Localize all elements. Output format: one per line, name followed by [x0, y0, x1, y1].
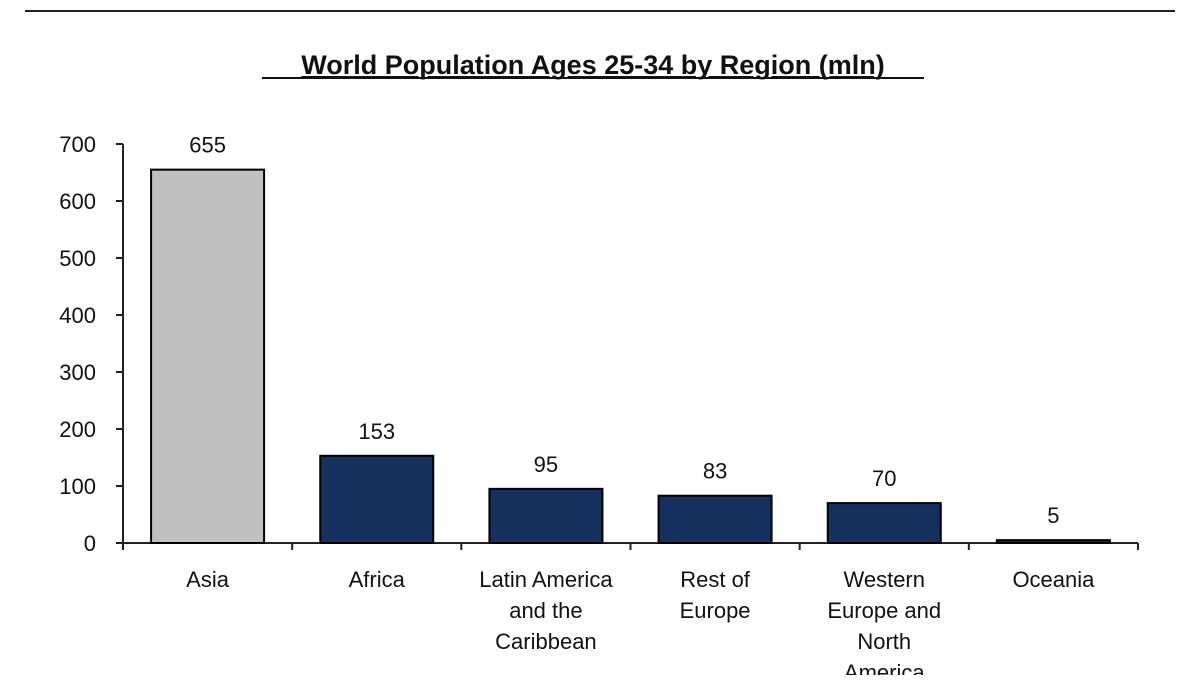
bar	[488, 487, 604, 545]
category-label: Africa	[349, 567, 406, 592]
y-tick-label: 0	[84, 531, 96, 556]
chart-title: World Population Ages 25-34 by Region (m…	[301, 50, 885, 80]
category-label: Oceania	[1012, 567, 1095, 592]
y-tick-label: 100	[59, 474, 96, 499]
data-label: 153	[358, 419, 395, 444]
bar	[319, 454, 435, 545]
category-label: Europe and	[827, 598, 941, 623]
x-axis	[122, 542, 1139, 550]
category-label: Asia	[186, 567, 230, 592]
y-tick-label: 500	[59, 246, 96, 271]
category-label: Caribbean	[495, 629, 597, 654]
data-label: 83	[703, 459, 727, 484]
y-tick-label: 700	[59, 132, 96, 157]
category-label: and the	[509, 598, 582, 623]
data-label: 5	[1047, 503, 1059, 528]
bars-group	[150, 168, 1111, 545]
y-tick-label: 400	[59, 303, 96, 328]
category-labels-group: Asia Africa Latin America and the Caribbean R…	[186, 567, 1095, 680]
data-label: 655	[189, 133, 226, 158]
data-label: 70	[872, 466, 896, 491]
bar	[150, 168, 266, 544]
y-tick-label: 600	[59, 189, 96, 214]
category-label: America	[844, 660, 925, 675]
bar	[995, 539, 1111, 545]
category-label: Western	[843, 567, 925, 592]
category-label: Europe	[680, 598, 751, 623]
bar	[657, 494, 773, 545]
bar	[826, 502, 942, 545]
y-tick-label: 200	[59, 417, 96, 442]
category-label: Rest of	[680, 567, 751, 592]
y-axis: 0 100 200 300 400 500 600 700	[59, 132, 124, 556]
data-label: 95	[534, 452, 558, 477]
data-labels-group: 655 153 95 83 70 5	[189, 133, 1059, 529]
y-tick-label: 300	[59, 360, 96, 385]
category-label: Latin America	[479, 567, 613, 592]
category-label: North	[857, 629, 911, 654]
